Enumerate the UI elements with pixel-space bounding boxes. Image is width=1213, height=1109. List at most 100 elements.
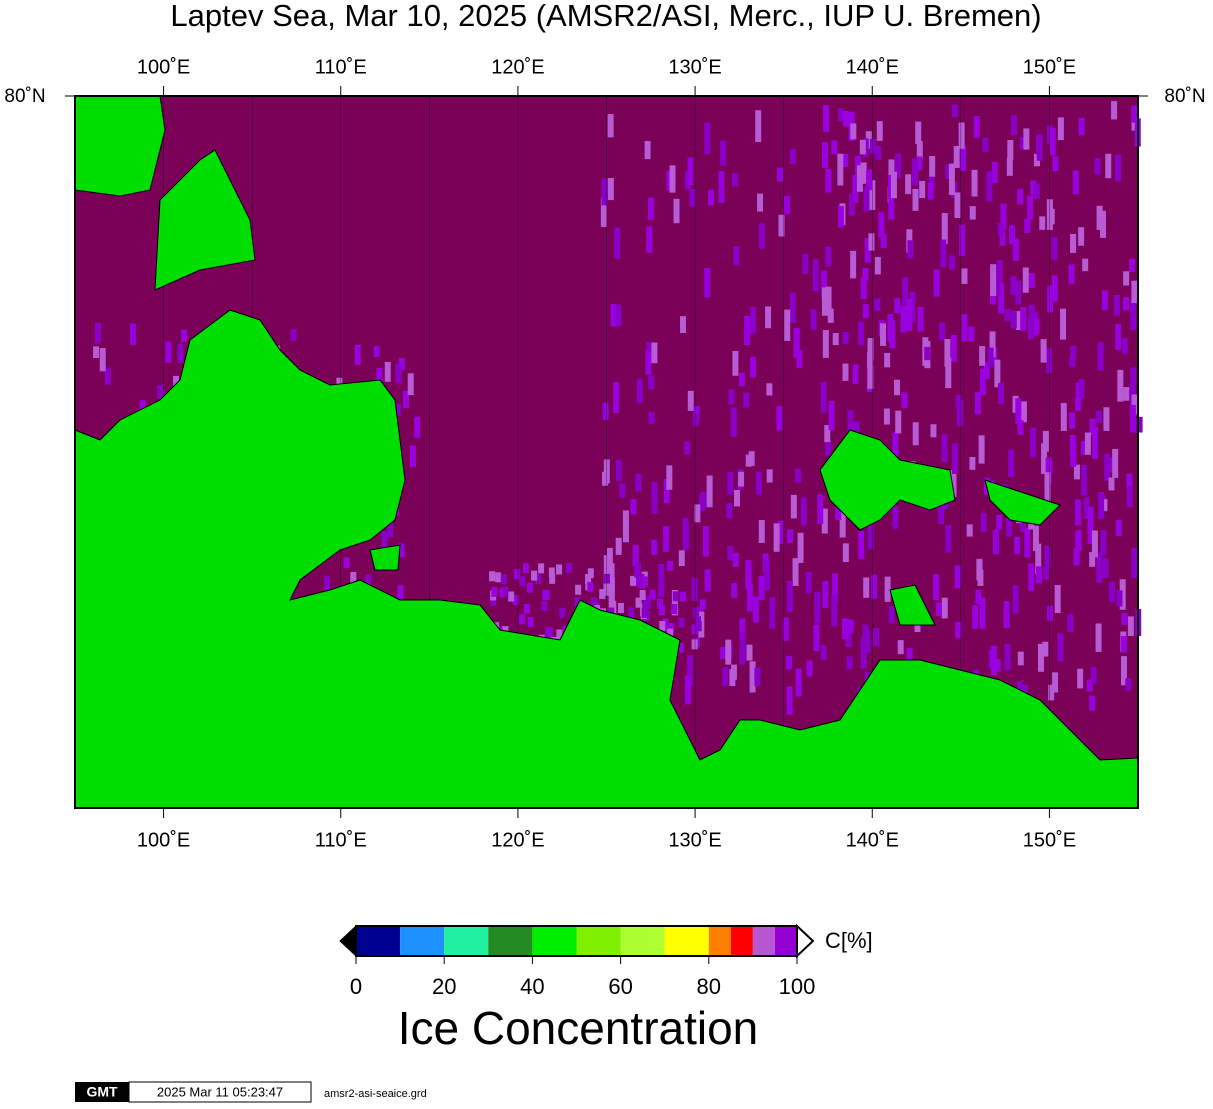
ice-cell <box>1104 453 1111 482</box>
ice-cell <box>99 348 106 372</box>
x-tick-label: 100˚E <box>137 829 190 851</box>
ice-cell <box>731 173 738 187</box>
ice-cell <box>1115 154 1122 182</box>
colorbar-frame <box>355 925 798 957</box>
ice-cell <box>1086 679 1093 692</box>
ice-cell <box>862 267 869 281</box>
ice-cell <box>542 589 549 600</box>
ice-cell <box>659 621 666 632</box>
ice-cell <box>916 140 923 159</box>
ice-cell <box>831 594 838 627</box>
ice-cell <box>917 307 924 332</box>
ice-cell <box>825 246 832 267</box>
ice-cell <box>814 591 821 624</box>
ice-cell <box>1043 566 1050 580</box>
ice-cell <box>1112 448 1119 478</box>
lat-label: 80˚N <box>4 86 45 107</box>
ice-cell <box>875 145 882 160</box>
ice-cell <box>1094 157 1101 175</box>
ice-cell <box>907 240 914 259</box>
ice-cell <box>852 364 859 385</box>
ice-cell <box>864 630 871 653</box>
ice-cell <box>876 121 883 141</box>
ice-cell <box>806 662 813 677</box>
ice-cell <box>979 368 986 396</box>
ice-cell <box>951 443 958 474</box>
ice-cell <box>1131 105 1138 123</box>
ice-cell <box>941 434 948 462</box>
ice-cell <box>869 138 876 154</box>
ice-cell <box>637 577 644 588</box>
ice-cell <box>590 597 597 608</box>
ice-cell <box>1070 233 1077 253</box>
ice-cell <box>324 576 331 599</box>
ice-cell <box>901 392 908 408</box>
ice-cell <box>789 149 796 164</box>
ice-cell <box>796 350 803 369</box>
ice-cell <box>730 664 737 680</box>
ice-cell <box>802 253 809 274</box>
colorbar-bin <box>444 926 489 956</box>
ice-cell <box>702 526 709 557</box>
ice-cell <box>961 268 968 284</box>
ice-cell <box>974 392 981 415</box>
ice-cell <box>1108 477 1115 491</box>
ice-cell <box>959 224 966 257</box>
ice-cell <box>773 523 780 552</box>
ice-cell <box>687 157 694 186</box>
ice-cell <box>695 621 702 632</box>
ice-cell <box>1126 473 1133 491</box>
ice-cell <box>641 608 648 619</box>
ice-cell <box>786 529 793 543</box>
ice-cell <box>842 110 849 127</box>
ice-cell <box>387 513 394 538</box>
ice-cell <box>682 517 689 546</box>
ice-cell <box>831 573 838 603</box>
ice-cell <box>1051 275 1058 302</box>
x-tick-label: 140˚E <box>846 56 899 78</box>
ice-cell <box>927 182 934 200</box>
ice-cell <box>848 193 855 216</box>
ice-cell <box>865 131 872 149</box>
ice-cell <box>1103 407 1110 431</box>
ice-cell <box>725 639 732 665</box>
ice-cell <box>892 432 899 463</box>
ice-cell <box>513 569 520 580</box>
ice-cell <box>1010 115 1017 136</box>
ice-cell <box>752 596 759 623</box>
ice-cell <box>990 264 997 296</box>
ice-cell <box>613 382 620 414</box>
ice-cell <box>900 305 907 333</box>
ice-cell <box>873 628 880 647</box>
x-tick-label: 120˚E <box>491 56 544 78</box>
ice-cell <box>617 602 624 613</box>
timestamp: 2025 Mar 11 05:23:47 <box>157 1084 283 1099</box>
ice-cell <box>945 525 952 553</box>
colorbar-bin <box>356 926 401 956</box>
ice-cell <box>556 564 563 575</box>
ice-cell <box>395 363 402 384</box>
ice-cell <box>795 668 802 697</box>
ice-cell <box>738 372 745 387</box>
ice-cell <box>603 573 610 584</box>
ice-cell <box>1099 210 1106 238</box>
ice-cell <box>615 537 622 555</box>
colorbar-tick-label: 100 <box>779 974 816 999</box>
ice-cell <box>636 379 643 404</box>
ice-cell <box>822 330 829 358</box>
ice-cell <box>519 576 526 587</box>
ice-cell <box>958 122 965 149</box>
ice-cell <box>728 389 735 405</box>
ice-cell <box>622 510 629 543</box>
ice-cell <box>759 223 766 249</box>
ice-cell <box>952 104 959 117</box>
ice-cell <box>1130 299 1137 331</box>
ice-cell <box>1017 188 1024 205</box>
ice-cell <box>635 473 642 492</box>
ice-cell <box>888 189 895 220</box>
ice-cell <box>837 206 844 228</box>
colorbar-bin <box>774 926 797 956</box>
ice-cell <box>548 567 555 578</box>
ice-cell <box>290 329 297 341</box>
ice-cell <box>93 346 100 359</box>
